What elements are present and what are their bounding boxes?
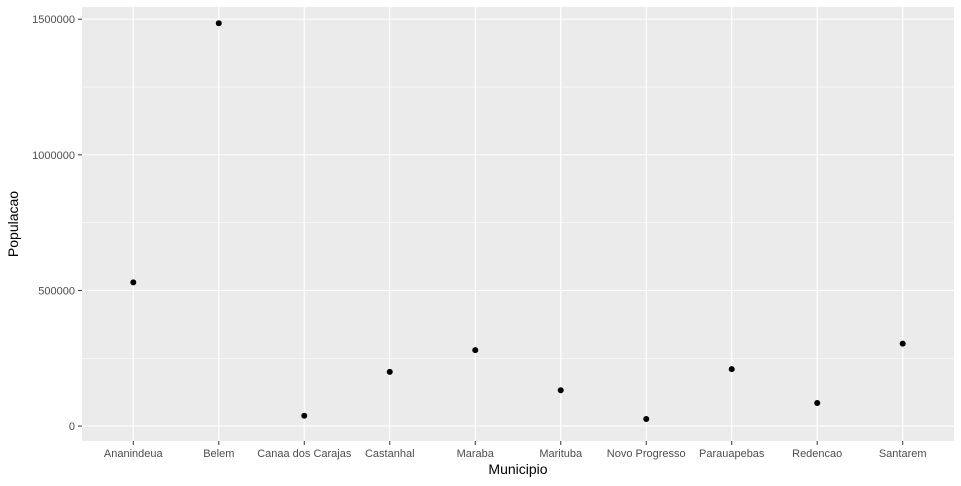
y-axis-title: Populacao xyxy=(5,191,21,257)
data-point-novo-progresso xyxy=(643,416,650,423)
x-tick-label-maraba: Maraba xyxy=(457,448,495,460)
data-point-marituba xyxy=(557,387,564,394)
y-tick-label: 1500000 xyxy=(32,14,75,26)
x-tick-label-canaa-dos-carajas: Canaa dos Carajas xyxy=(257,448,352,460)
x-tick-label-redencao: Redencao xyxy=(792,448,842,460)
y-tick-label: 0 xyxy=(69,421,75,433)
x-tick-label-santarem: Santarem xyxy=(879,448,927,460)
data-point-santarem xyxy=(899,340,906,347)
data-point-maraba xyxy=(472,347,479,354)
x-tick-label-marituba: Marituba xyxy=(539,448,583,460)
x-axis-title: Municipio xyxy=(488,461,547,477)
x-tick-label-castanhal: Castanhal xyxy=(365,448,415,460)
data-point-belem xyxy=(215,20,222,27)
data-point-parauapebas xyxy=(728,366,735,373)
x-tick-label-parauapebas: Parauapebas xyxy=(699,448,765,460)
data-point-canaa-dos-carajas xyxy=(301,412,308,419)
major-gridlines xyxy=(82,7,954,441)
minor-gridlines xyxy=(82,86,954,359)
x-tick-label-belem: Belem xyxy=(203,448,234,460)
y-tick-label: 1000000 xyxy=(32,150,75,162)
data-point-castanhal xyxy=(386,368,393,375)
data-points xyxy=(130,20,906,423)
y-tick-label: 500000 xyxy=(38,285,75,297)
y-axis-ticks: 0 500000 1000000 1500000 xyxy=(32,14,82,433)
x-tick-label-novo-progresso: Novo Progresso xyxy=(607,448,686,460)
x-axis-ticks: Ananindeua Belem Canaa dos Carajas Castanha… xyxy=(104,441,927,460)
data-point-ananindeua xyxy=(130,279,137,286)
x-tick-label-ananindeua: Ananindeua xyxy=(104,448,164,460)
data-point-redencao xyxy=(814,400,821,407)
plot-panel xyxy=(82,7,954,441)
